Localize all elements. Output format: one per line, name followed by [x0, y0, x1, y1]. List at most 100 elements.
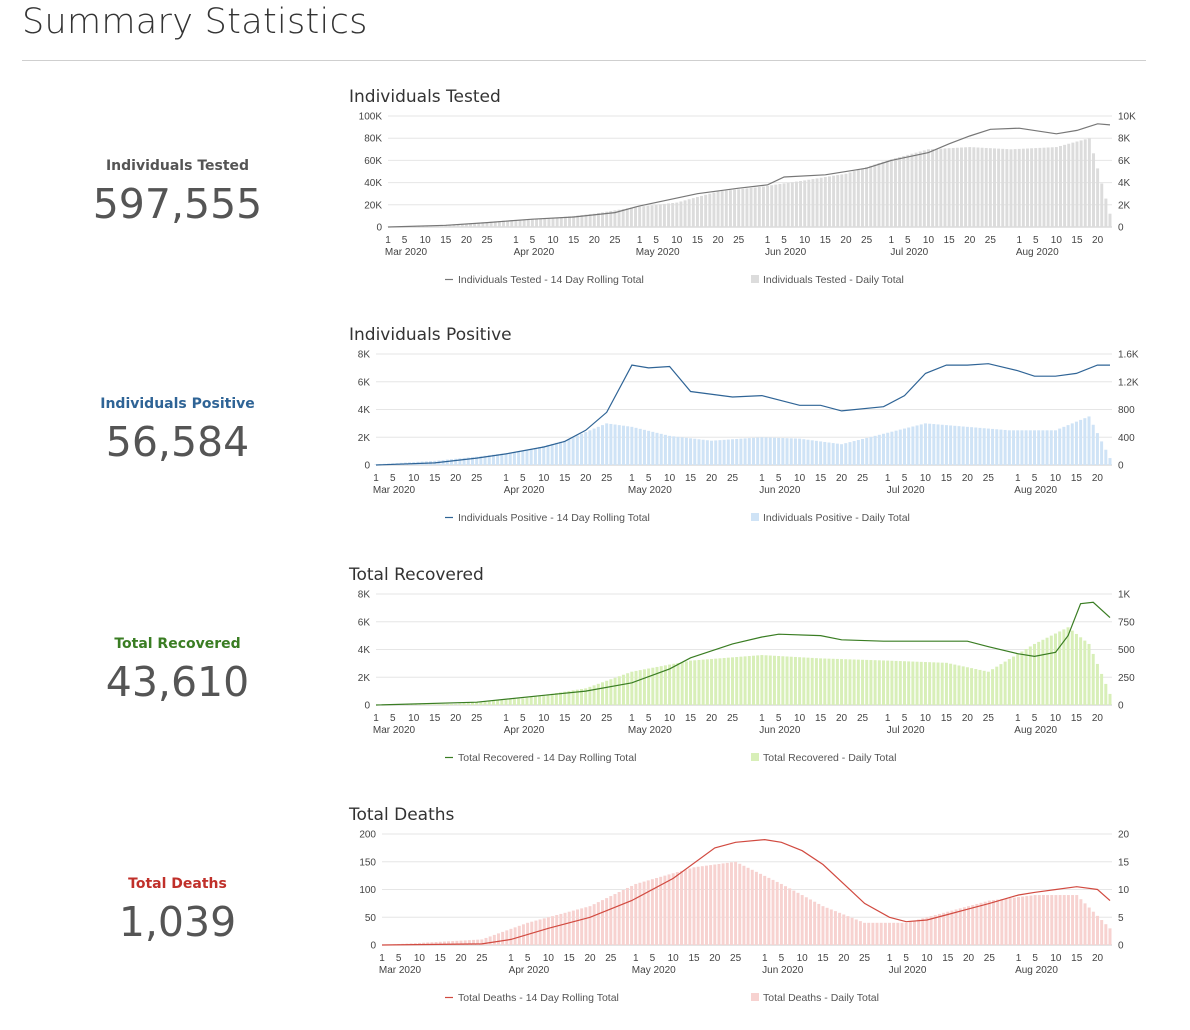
daily-bar — [702, 660, 705, 705]
y-tick-label-left: 4K — [358, 645, 371, 656]
daily-bar — [597, 213, 600, 227]
daily-bar — [1088, 416, 1091, 465]
daily-bar — [1054, 430, 1057, 465]
daily-bar — [1096, 916, 1099, 945]
daily-bar — [745, 188, 748, 227]
daily-bar — [523, 220, 526, 227]
y-tick-label-left: 150 — [359, 857, 376, 868]
daily-bar — [832, 443, 835, 465]
daily-bar — [442, 704, 445, 705]
daily-bar — [702, 440, 705, 465]
daily-bar — [718, 440, 721, 465]
x-tick-label: 20 — [1092, 473, 1104, 484]
daily-bar — [437, 704, 440, 705]
daily-bar — [795, 182, 798, 227]
x-tick-label: 20 — [962, 473, 974, 484]
daily-bar — [446, 460, 449, 465]
daily-bar — [1008, 430, 1011, 465]
daily-bar — [555, 693, 558, 705]
daily-bar — [1041, 430, 1044, 465]
y-tick-label-left: 4K — [358, 405, 371, 416]
x-tick-label: 1 — [629, 713, 635, 724]
daily-bar — [765, 655, 768, 705]
daily-bar — [836, 175, 839, 227]
daily-bar — [1046, 638, 1049, 705]
daily-bar — [840, 659, 843, 705]
daily-bar — [1108, 458, 1111, 465]
daily-bar — [811, 179, 814, 227]
daily-bar — [1010, 149, 1013, 227]
daily-bar — [1038, 148, 1041, 227]
x-tick-label: 1 — [633, 953, 639, 964]
daily-bar — [773, 656, 776, 705]
daily-bar — [865, 167, 868, 227]
x-tick-label: 5 — [902, 473, 908, 484]
x-tick-label: 25 — [984, 953, 996, 964]
daily-bar — [770, 185, 773, 227]
stat-value: 1,039 — [60, 898, 295, 946]
x-tick-label: 10 — [408, 473, 420, 484]
month-label: Jul 2020 — [890, 247, 928, 258]
daily-bar — [878, 435, 881, 465]
daily-bar — [647, 431, 650, 465]
x-tick-label: 15 — [568, 235, 580, 246]
daily-bar — [756, 655, 759, 705]
daily-bar — [693, 660, 696, 705]
daily-bar — [778, 184, 781, 227]
y-tick-label-right: 750 — [1118, 617, 1135, 628]
daily-bar — [685, 438, 688, 465]
y-tick-label-left: 6K — [358, 617, 371, 628]
daily-bar — [651, 668, 654, 705]
daily-bar — [999, 664, 1002, 705]
x-tick-label: 20 — [584, 953, 596, 964]
month-label: Jul 2020 — [889, 965, 927, 976]
daily-bar — [1016, 654, 1019, 705]
daily-bar — [1080, 140, 1083, 227]
daily-bar — [527, 219, 530, 227]
daily-bar — [1033, 430, 1036, 465]
daily-bar — [656, 433, 659, 465]
daily-bar — [1075, 634, 1078, 705]
daily-bar — [638, 883, 641, 945]
daily-bar — [747, 868, 750, 945]
daily-bar — [1050, 636, 1053, 705]
daily-bar — [1092, 425, 1095, 465]
daily-bar — [609, 679, 612, 705]
daily-bar — [429, 704, 432, 705]
daily-bar — [734, 862, 737, 945]
daily-bar — [991, 429, 994, 465]
daily-bar — [509, 929, 512, 945]
month-label: Mar 2020 — [385, 247, 428, 258]
x-tick-label: 5 — [646, 713, 652, 724]
daily-bar — [731, 657, 734, 705]
daily-bar — [946, 912, 949, 945]
y-tick-label-left: 0 — [376, 223, 382, 234]
y-tick-label-right: 800 — [1118, 405, 1135, 416]
x-tick-label: 25 — [985, 235, 997, 246]
daily-bar — [622, 426, 625, 465]
daily-bar — [651, 205, 654, 227]
y-tick-label-left: 0 — [370, 941, 376, 952]
x-tick-label: 1 — [887, 953, 893, 964]
daily-bar — [888, 923, 891, 945]
daily-bar — [898, 157, 901, 227]
y-tick-label-left: 200 — [359, 830, 376, 841]
daily-bar — [509, 453, 512, 465]
daily-bar — [915, 153, 918, 227]
daily-bar — [643, 669, 646, 705]
stat-label: Individuals Positive — [60, 396, 295, 412]
y-tick-label-right: 250 — [1118, 673, 1135, 684]
month-label: Jul 2020 — [887, 725, 925, 736]
daily-bar — [794, 438, 797, 465]
daily-bar — [842, 914, 845, 945]
daily-bar — [874, 660, 877, 705]
daily-bar — [890, 159, 893, 227]
x-tick-label: 1 — [885, 713, 891, 724]
legend-bar-swatch — [751, 993, 759, 1001]
daily-bar — [572, 911, 575, 945]
legend-bar-swatch — [751, 753, 759, 761]
legend-bar-label: Individuals Positive - Daily Total — [763, 512, 910, 524]
page-title: Summary Statistics — [22, 2, 368, 42]
daily-bar — [416, 704, 419, 705]
month-label: Aug 2020 — [1015, 965, 1058, 976]
